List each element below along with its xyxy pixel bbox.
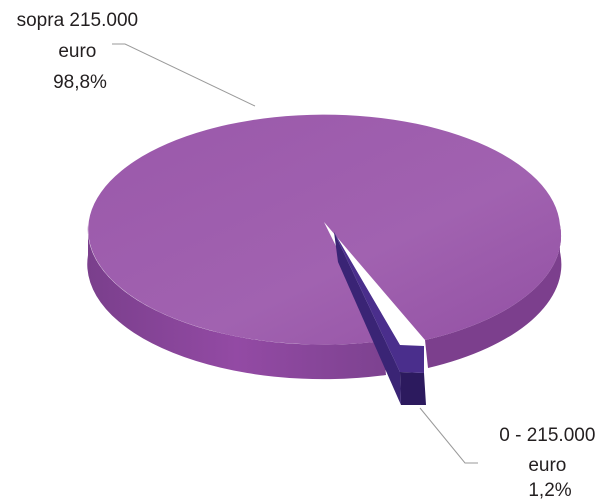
pie-slice-small-top xyxy=(334,232,424,373)
pie-slice-large-side-right xyxy=(425,225,562,368)
slice-label-large: sopra 215.000 euro 98,8% xyxy=(17,10,144,93)
leader-line-large xyxy=(112,43,256,107)
slice-label-small-line1: 0 - 215.000 xyxy=(499,425,595,446)
slice-label-large-line1: sopra 215.000 xyxy=(17,10,139,31)
pie-slice-small xyxy=(334,232,426,405)
pie-slice-large-top xyxy=(88,114,562,345)
slice-label-large-line2: euro xyxy=(58,41,96,62)
leader-line-small xyxy=(419,407,478,464)
pie-slice-small-front xyxy=(400,372,426,405)
pie-slice-large-side xyxy=(87,225,387,380)
slice-label-small: 0 - 215.000 euro 1,2% xyxy=(499,425,600,500)
pie-slice-large xyxy=(87,114,562,380)
slice-label-small-line2: euro xyxy=(528,455,566,476)
slice-label-large-line3: 98,8% xyxy=(53,72,107,93)
slice-label-small-line3: 1,2% xyxy=(528,480,571,500)
pie-slice-small-side xyxy=(334,232,401,405)
